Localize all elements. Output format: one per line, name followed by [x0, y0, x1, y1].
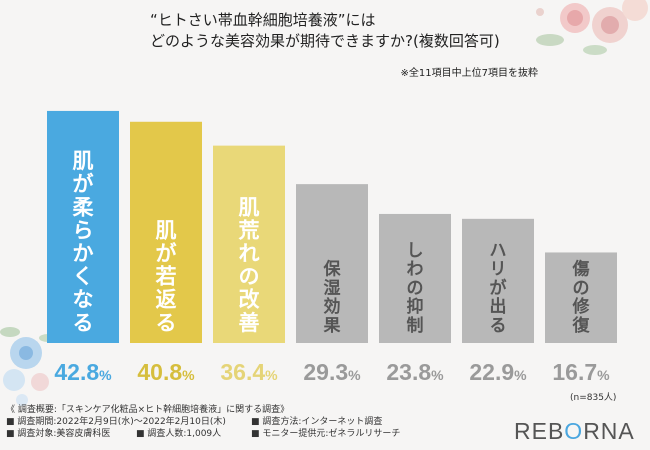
reborna-logo: REBORNA — [514, 418, 635, 445]
survey-target: ■ 調査対象:美容皮膚科医 — [6, 429, 111, 439]
bar-3 — [213, 145, 285, 343]
survey-count: ■ 調査人数:1,009人 — [136, 429, 222, 439]
excerpt-note: ※全11項目中上位7項目を抜粋 — [400, 68, 538, 79]
floral-decoration-top-right — [536, 0, 648, 55]
survey-period: ■ 調査期間:2022年2月9日(水)〜2022年2月10日(木) — [6, 417, 226, 427]
survey-method: ■ 調査方法:インターネット調査 — [251, 417, 383, 427]
value-label-2: 40.8% — [137, 359, 195, 385]
survey-monitor: ■ モニター提供元:ゼネラルリサーチ — [251, 429, 401, 439]
bar-5 — [379, 213, 451, 343]
category-label-7: 傷の修復 — [572, 259, 591, 336]
value-label-3: 36.4% — [220, 359, 278, 385]
bar-1 — [47, 110, 119, 343]
survey-overview: 《 調査概要:「スキンケア化粧品×ヒト幹細胞培養液」に関する調査》 ■ 調査期間… — [6, 404, 476, 440]
chart-title-line2: どのような美容効果が期待できますか?(複数回答可) — [150, 32, 500, 50]
category-label-5: しわの抑制 — [407, 241, 424, 336]
chart-title: “ヒトさい帯血幹細胞培養液”には どのような美容効果が期待できますか?(複数回答… — [150, 10, 550, 52]
survey-header: 《 調査概要:「スキンケア化粧品×ヒト幹細胞培養液」に関する調査》 — [6, 405, 290, 415]
bar-2 — [130, 121, 202, 343]
logo-text-part2: O — [564, 418, 584, 444]
category-label-2: 肌が若返る — [155, 218, 177, 334]
value-label-7: 16.7% — [552, 359, 610, 385]
category-label-4: 保湿効果 — [323, 259, 342, 336]
bar-4 — [296, 184, 368, 343]
category-label-3: 肌荒れの改善 — [239, 195, 261, 335]
logo-text-part1: REB — [514, 418, 565, 444]
chart-title-line1: “ヒトさい帯血幹細胞培養液”には — [150, 11, 376, 29]
category-label-6: ハリが出る — [490, 241, 507, 336]
bar-6 — [462, 218, 534, 343]
bar-7 — [545, 252, 617, 343]
category-label-1: 肌が柔らかくなる — [73, 149, 95, 335]
value-label-6: 22.9% — [469, 359, 527, 385]
sample-size: (n=835人) — [570, 393, 617, 403]
value-label-5: 23.8% — [386, 359, 444, 385]
logo-text-part3: RNA — [583, 418, 635, 444]
value-label-1: 42.8% — [54, 359, 112, 385]
value-label-4: 29.3% — [303, 359, 361, 385]
